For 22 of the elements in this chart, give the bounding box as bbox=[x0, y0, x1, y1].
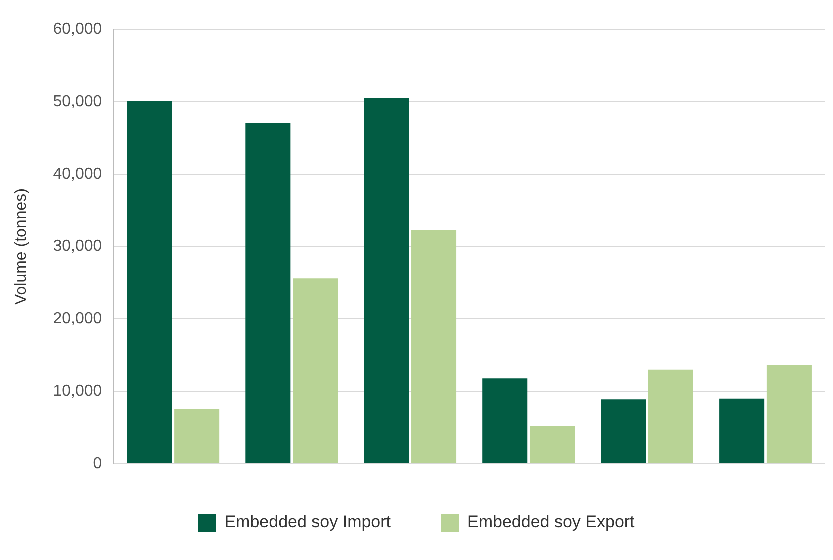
bar bbox=[412, 230, 457, 464]
y-tick-label: 10,000 bbox=[53, 383, 102, 400]
bar bbox=[601, 400, 646, 464]
bar bbox=[293, 278, 338, 464]
y-tick-label: 30,000 bbox=[53, 238, 102, 256]
bar bbox=[530, 426, 576, 464]
legend-label: Embedded soy Import bbox=[224, 512, 392, 532]
bar bbox=[364, 98, 410, 464]
bar bbox=[648, 370, 694, 464]
y-axis-title: Volume (tonnes) bbox=[13, 188, 30, 306]
y-tick-label: 20,000 bbox=[53, 310, 102, 328]
y-tick-label: 0 bbox=[93, 455, 102, 472]
bar bbox=[174, 408, 220, 464]
y-tick-label: 60,000 bbox=[53, 21, 102, 38]
bar bbox=[482, 378, 528, 464]
bar bbox=[127, 101, 172, 464]
bar bbox=[720, 398, 765, 464]
y-tick-label: 50,000 bbox=[53, 93, 102, 110]
y-tick-label: 40,000 bbox=[53, 166, 102, 183]
bar bbox=[246, 122, 291, 464]
legend-label: Embedded soy Export bbox=[468, 512, 636, 532]
bar bbox=[766, 366, 812, 464]
